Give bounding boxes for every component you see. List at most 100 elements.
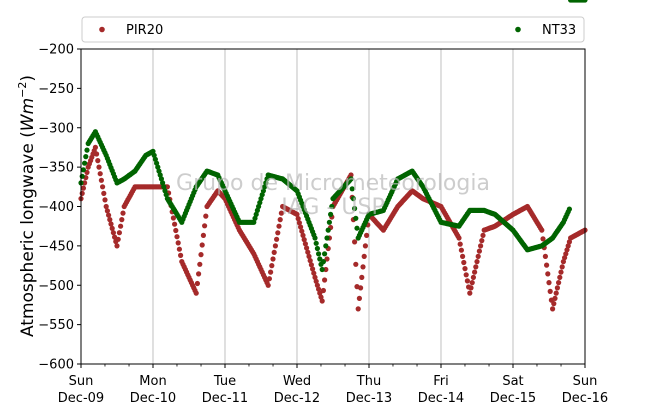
- data-point: [82, 180, 88, 186]
- data-point: [557, 274, 563, 280]
- data-point: [558, 269, 564, 275]
- data-point: [323, 243, 329, 249]
- data-point: [277, 217, 283, 223]
- x-tick-label-day: Tue: [213, 374, 236, 389]
- data-point: [300, 232, 306, 238]
- data-point: [474, 259, 480, 265]
- data-point: [314, 245, 320, 252]
- data-point: [84, 169, 90, 175]
- data-point: [312, 235, 318, 241]
- x-axis: Sun Dec-09 Mon Dec-10 Tue Dec-11 Wed Dec-12 Thu D…: [58, 364, 608, 406]
- data-point: [299, 228, 305, 234]
- data-point: [462, 266, 468, 272]
- legend: PIR20 NT33: [81, 16, 585, 43]
- data-point: [554, 285, 561, 291]
- data-point: [329, 203, 335, 210]
- data-point: [103, 203, 109, 210]
- data-point: [305, 249, 311, 255]
- legend-label-nt33: NT33: [542, 23, 576, 38]
- data-point: [470, 274, 476, 280]
- data-point: [467, 290, 473, 296]
- data-point: [152, 156, 158, 162]
- data-point: [362, 243, 368, 249]
- data-point: [325, 227, 331, 233]
- data-point: [306, 253, 312, 259]
- data-point: [353, 215, 359, 221]
- data-point: [160, 180, 166, 186]
- series-pir20: [78, 144, 588, 312]
- data-point: [472, 269, 478, 275]
- data-point: [119, 217, 125, 223]
- data-point: [259, 192, 265, 198]
- data-point: [547, 288, 553, 294]
- data-point: [566, 206, 573, 212]
- data-point: [352, 239, 358, 245]
- data-point: [582, 0, 588, 3]
- data-point: [96, 164, 102, 170]
- data-point: [193, 290, 199, 296]
- data-point: [274, 236, 280, 242]
- y-tick-label: −450: [38, 239, 74, 254]
- data-point: [313, 240, 319, 246]
- data-point: [102, 197, 108, 203]
- data-point: [104, 208, 110, 214]
- data-point: [164, 184, 170, 190]
- data-point: [270, 256, 276, 262]
- legend-marker-pir20: [99, 26, 105, 33]
- data-point: [314, 282, 320, 288]
- data-point: [475, 253, 481, 259]
- data-point: [457, 241, 463, 247]
- data-point: [348, 172, 354, 178]
- data-point: [196, 271, 202, 277]
- data-point: [265, 282, 271, 288]
- data-point: [258, 196, 264, 202]
- data-point: [463, 272, 469, 278]
- x-tick-label-date: Dec-16: [562, 391, 608, 406]
- data-point: [326, 219, 332, 225]
- data-point: [268, 269, 274, 275]
- data-point: [114, 243, 120, 249]
- data-point: [354, 225, 360, 231]
- data-point: [272, 243, 278, 249]
- data-point: [302, 241, 308, 247]
- legend-box: [81, 16, 585, 43]
- data-point: [198, 252, 204, 258]
- data-point: [174, 234, 180, 240]
- legend-marker-nt33: [515, 26, 521, 33]
- data-point: [458, 247, 464, 253]
- x-tick-label-date: Dec-15: [490, 391, 536, 406]
- data-point: [79, 190, 85, 196]
- data-point: [252, 215, 258, 221]
- data-point: [262, 184, 268, 190]
- data-point: [118, 223, 124, 229]
- data-point: [82, 160, 88, 166]
- data-point: [92, 144, 98, 150]
- data-point: [356, 295, 362, 301]
- data-point: [566, 239, 573, 245]
- data-point: [194, 280, 200, 287]
- data-point: [461, 259, 467, 266]
- data-point: [203, 213, 209, 219]
- x-tick-label-day: Mon: [139, 374, 166, 389]
- x-tick-label-day: Sat: [502, 374, 523, 389]
- data-point: [556, 280, 562, 286]
- data-point: [154, 160, 160, 166]
- data-point: [83, 154, 89, 160]
- data-point: [199, 242, 205, 248]
- watermark-line-1: Grupo de Micrometeorologia: [176, 171, 490, 196]
- data-point: [480, 232, 486, 238]
- data-point: [539, 227, 545, 233]
- data-point: [322, 251, 328, 257]
- data-point: [324, 256, 330, 262]
- data-point: [120, 210, 126, 216]
- data-point: [106, 212, 112, 218]
- x-tick-label-date: Dec-11: [202, 391, 248, 406]
- data-point: [266, 276, 272, 282]
- data-point: [278, 210, 284, 216]
- data-point: [269, 263, 275, 269]
- data-point: [97, 171, 103, 177]
- data-point: [316, 286, 322, 292]
- watermark-line-2: IAG - USP: [281, 195, 384, 220]
- x-tick-label-day: Thu: [356, 374, 381, 389]
